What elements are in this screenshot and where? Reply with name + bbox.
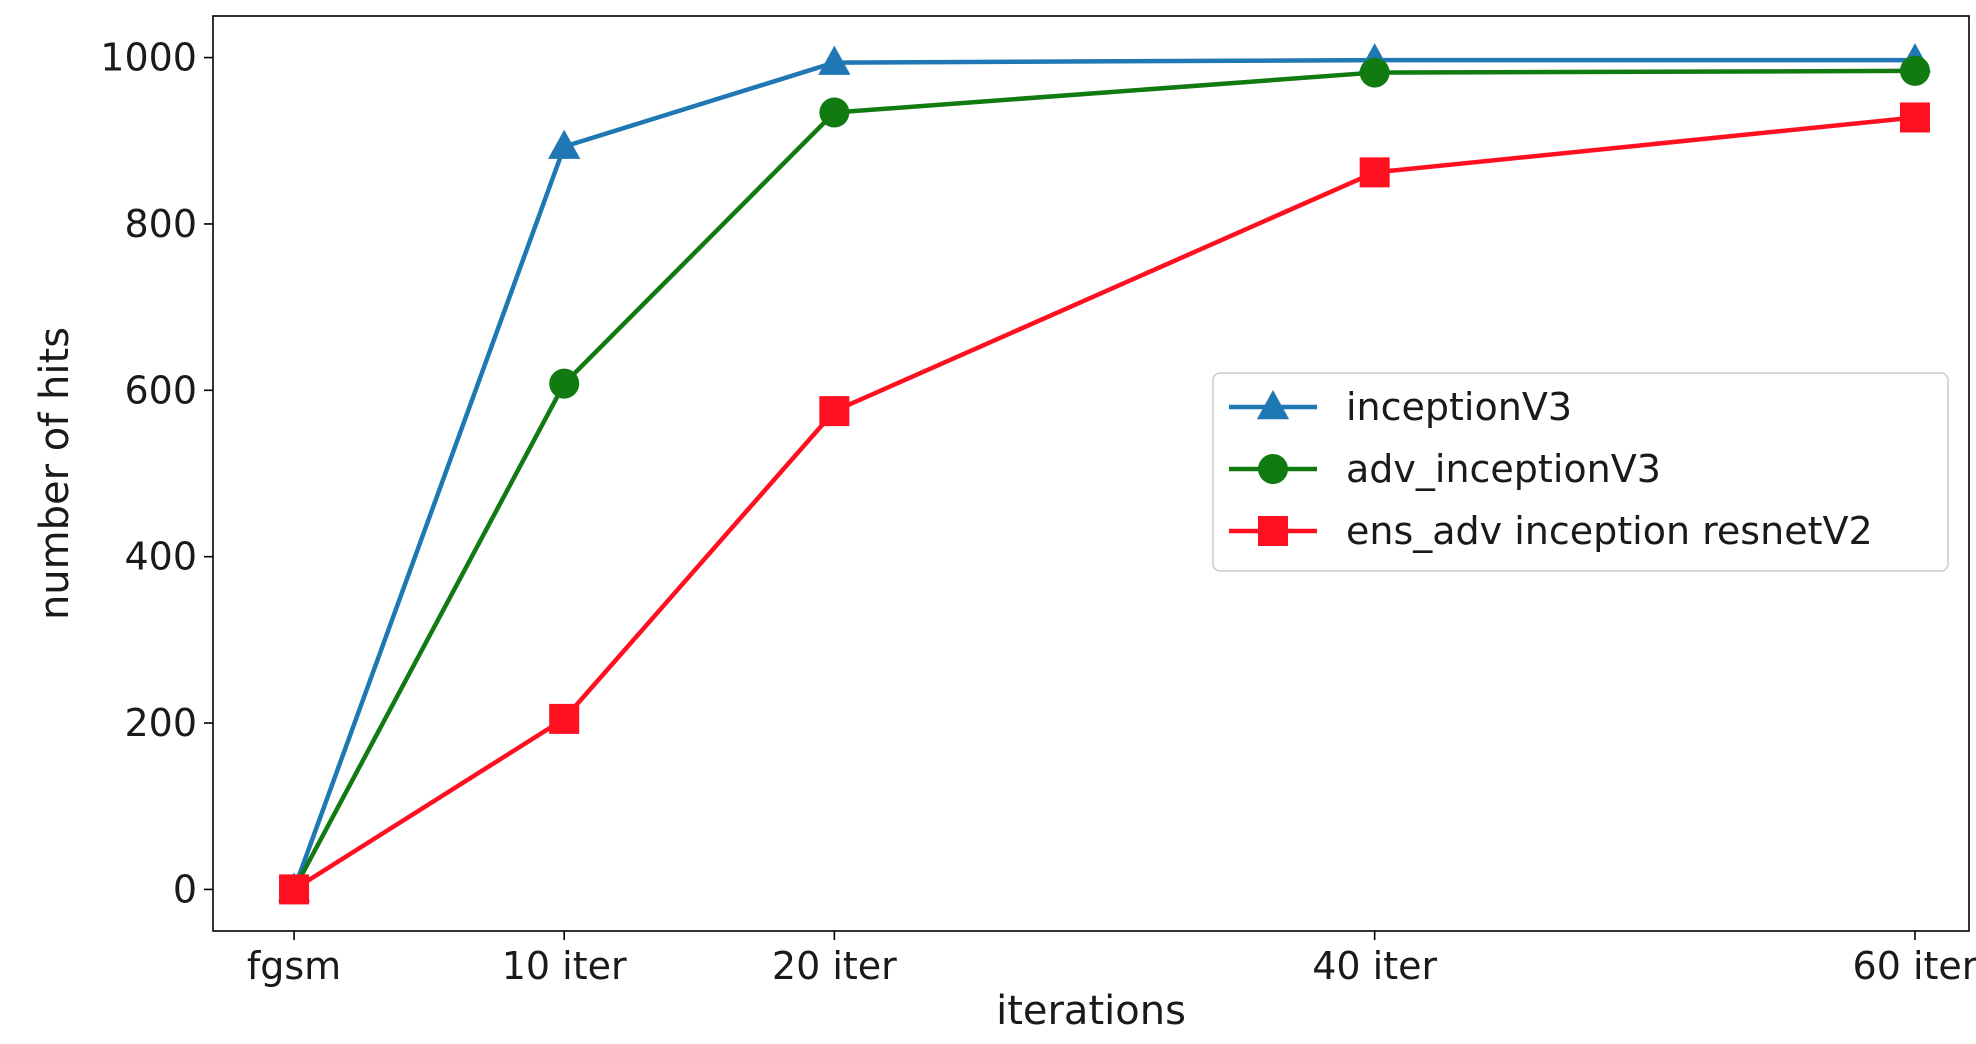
legend-entry: ens_adv inception resnetV2 — [1229, 509, 1873, 553]
square-marker — [549, 703, 580, 734]
legend-entry: adv_inceptionV3 — [1229, 447, 1661, 491]
triangle-marker — [818, 45, 851, 75]
x-tick-label: 60 iter — [1853, 944, 1976, 988]
x-tick-label: 10 iter — [502, 944, 627, 988]
circle-marker — [819, 97, 850, 128]
square-marker — [1258, 516, 1288, 546]
circle-marker — [1899, 55, 1930, 86]
series-square — [279, 102, 1930, 905]
y-tick-label: 800 — [124, 202, 197, 246]
circle-marker — [1359, 57, 1390, 88]
y-axis-label: number of hits — [32, 327, 78, 620]
plot-frame — [212, 15, 1970, 932]
legend-box — [1212, 372, 1949, 572]
triangle-marker — [1256, 390, 1290, 420]
y-tick-label: 600 — [124, 368, 197, 412]
triangle-marker — [548, 129, 581, 159]
y-tick-label: 200 — [124, 701, 197, 745]
legend: inceptionV3 adv_inceptionV3 ens_adv incept… — [1212, 372, 1949, 572]
legend-label: ens_adv inception resnetV2 — [1346, 509, 1873, 553]
circle-marker — [549, 368, 580, 399]
y-tick-label: 0 — [173, 867, 197, 911]
plot-area — [212, 15, 1970, 932]
x-tick-label: fgsm — [247, 944, 341, 988]
x-tick-label: 20 iter — [772, 944, 897, 988]
circle-marker — [1258, 454, 1288, 484]
y-tick-label: 1000 — [100, 36, 197, 80]
legend-label: adv_inceptionV3 — [1346, 447, 1661, 491]
legend-label: inceptionV3 — [1346, 385, 1572, 429]
y-tick-label: 400 — [124, 535, 197, 579]
x-tick-label: 40 iter — [1312, 944, 1437, 988]
y-axis: 0 200 400 600 800 1000 — [100, 36, 213, 911]
square-marker — [1899, 102, 1930, 133]
square-marker — [1359, 157, 1390, 188]
x-axis: fgsm 10 iter 20 iter 40 iter 60 iter — [247, 931, 1976, 988]
square-marker — [279, 874, 310, 905]
series-layer — [277, 43, 1932, 905]
square-marker — [819, 396, 850, 427]
legend-entry: inceptionV3 — [1229, 385, 1572, 429]
x-axis-label: iterations — [996, 988, 1186, 1034]
